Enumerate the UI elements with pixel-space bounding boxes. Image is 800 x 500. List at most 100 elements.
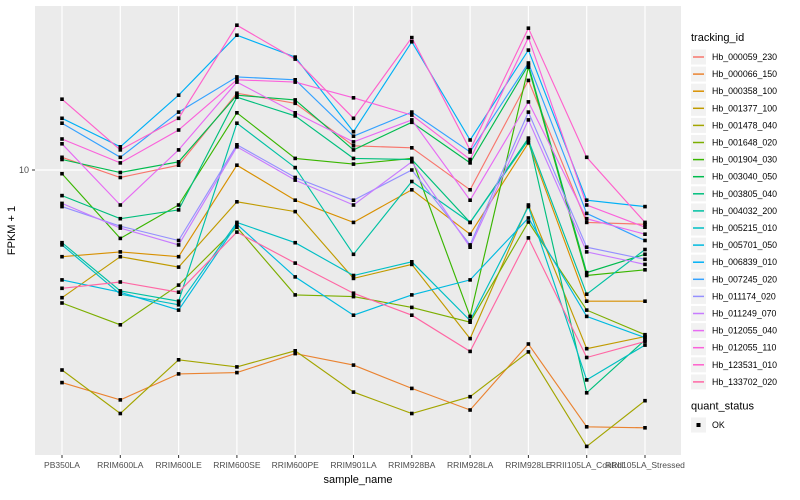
data-point: [643, 268, 647, 272]
quant-status-label: OK: [712, 420, 725, 430]
legend-item-Hb_005215_010: Hb_005215_010: [691, 220, 777, 236]
data-point: [584, 425, 589, 429]
data-point: [410, 168, 414, 172]
x-tick-label: RRIM928LA: [447, 460, 494, 470]
data-point: [118, 216, 123, 221]
data-point: [118, 203, 123, 207]
legend-item-label: Hb_001478_040: [712, 120, 777, 130]
data-point: [60, 142, 64, 146]
data-point: [118, 145, 123, 149]
data-point: [526, 100, 531, 104]
data-point: [351, 390, 356, 394]
data-point: [643, 238, 647, 243]
legend-item-Hb_001904_030: Hb_001904_030: [691, 152, 777, 168]
legend-item-Hb_005701_050: Hb_005701_050: [691, 237, 777, 253]
data-point: [643, 204, 647, 209]
data-point: [526, 350, 531, 354]
data-point: [468, 161, 472, 165]
x-tick-label: RRIM600LE: [155, 460, 202, 470]
data-point: [584, 270, 589, 275]
data-point: [118, 323, 123, 327]
data-point: [176, 254, 181, 259]
data-point: [293, 178, 297, 182]
data-point: [60, 295, 64, 300]
series-points-Hb_000066_150: [60, 342, 647, 430]
data-point: [584, 198, 589, 202]
data-point: [351, 313, 356, 317]
data-point: [176, 203, 181, 207]
data-point: [351, 273, 356, 278]
data-point: [410, 113, 414, 117]
data-point: [60, 368, 64, 372]
legend-item-Hb_000059_230: Hb_000059_230: [691, 49, 777, 65]
data-point: [584, 391, 589, 395]
data-point: [293, 55, 297, 59]
data-point: [468, 157, 472, 162]
data-point: [60, 171, 64, 176]
data-point: [584, 308, 589, 312]
data-point: [643, 225, 647, 229]
data-point: [351, 291, 356, 295]
data-point: [468, 245, 472, 249]
data-point: [176, 116, 181, 121]
legend-item-label: Hb_001904_030: [712, 155, 777, 165]
legend: tracking_id Hb_000059_230 Hb_000066_150 Hb_…: [691, 32, 777, 433]
data-point: [235, 93, 239, 97]
data-point: [584, 355, 589, 360]
series-points-Hb_007245_020: [60, 61, 647, 243]
data-point: [351, 363, 356, 367]
data-point: [584, 220, 589, 225]
data-point: [235, 80, 239, 84]
data-point: [118, 411, 123, 416]
data-point: [293, 57, 297, 61]
data-point: [176, 243, 181, 247]
data-point: [60, 155, 64, 160]
data-point: [176, 308, 181, 312]
data-point: [584, 211, 589, 216]
legend-item-label: Hb_007245_020: [712, 274, 777, 284]
data-point: [526, 78, 531, 83]
legend-item-label: Hb_133702_020: [712, 377, 777, 387]
data-point: [176, 238, 181, 243]
data-point: [410, 40, 414, 44]
quant-status-point: [696, 423, 701, 427]
x-tick-label: PB350LA: [44, 460, 80, 470]
data-point: [351, 140, 356, 144]
data-point: [235, 163, 239, 167]
data-point: [176, 299, 181, 303]
series-points-Hb_003040_050: [60, 63, 647, 275]
data-point: [118, 250, 123, 254]
data-point: [176, 290, 181, 294]
data-point: [468, 314, 472, 319]
x-tick-label: RRIM928LE: [505, 460, 552, 470]
data-point: [235, 75, 239, 79]
x-tick-label: RRIM901LA: [330, 460, 377, 470]
data-point: [60, 254, 64, 259]
x-axis-title: sample_name: [323, 474, 392, 486]
data-point: [584, 378, 589, 382]
data-point: [584, 216, 589, 221]
data-point: [410, 146, 414, 150]
series-points-Hb_000358_100: [60, 141, 647, 303]
series-points-Hb_012055_040: [60, 80, 647, 236]
data-point: [176, 358, 181, 362]
data-point: [468, 148, 472, 152]
data-point: [235, 91, 239, 95]
data-point: [643, 220, 647, 225]
data-point: [118, 292, 123, 296]
data-point: [118, 175, 123, 180]
data-point: [643, 335, 647, 340]
legend-item-Hb_011174_020: Hb_011174_020: [691, 288, 776, 304]
data-point: [643, 339, 647, 344]
series-points-Hb_133702_020: [60, 230, 647, 360]
data-point: [410, 313, 414, 317]
data-point: [293, 98, 297, 102]
data-point: [584, 346, 589, 351]
data-point: [410, 188, 414, 192]
data-point: [351, 203, 356, 207]
data-point: [235, 111, 239, 115]
data-point: [293, 101, 297, 106]
legend-item-label: Hb_000059_230: [712, 52, 777, 62]
series-points-Hb_011174_020: [60, 110, 647, 262]
data-point: [584, 292, 589, 296]
